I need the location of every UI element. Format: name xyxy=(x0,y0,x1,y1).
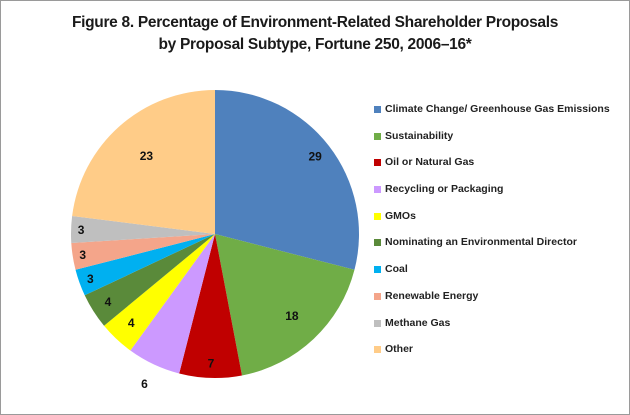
pie-slice-sustainability xyxy=(215,234,355,376)
legend-swatch xyxy=(374,106,381,113)
pie-slice-gmos xyxy=(104,234,215,351)
legend-label: Climate Change/ Greenhouse Gas Emissions xyxy=(385,103,610,115)
legend-label: GMOs xyxy=(385,209,416,222)
data-label: 3 xyxy=(79,248,86,262)
legend-swatch xyxy=(374,186,381,194)
legend-swatch xyxy=(374,239,381,247)
data-label: 4 xyxy=(105,295,112,309)
data-label: 3 xyxy=(78,223,85,237)
data-label: 29 xyxy=(308,149,322,163)
data-label: 7 xyxy=(208,357,215,371)
pie-slice-climate-change-greenhouse-gas-emissions xyxy=(215,90,360,270)
legend-item: Recycling or Packaging xyxy=(374,183,610,210)
legend-item: Other xyxy=(374,343,610,370)
legend-item: Coal xyxy=(374,263,610,290)
chart-legend: Climate Change/ Greenhouse Gas Emissions… xyxy=(374,103,610,370)
legend-swatch xyxy=(374,212,381,220)
legend-item: Methane Gas xyxy=(374,317,610,344)
data-label: 23 xyxy=(140,149,154,163)
pie-slice-nominating-an-environmental-director xyxy=(84,234,216,326)
legend-item: Renewable Energy xyxy=(374,290,610,317)
pie-slice-oil-or-natural-gas xyxy=(179,234,242,378)
legend-label: Other xyxy=(385,343,414,356)
chart-title-line1: Figure 8. Percentage of Environment-Rela… xyxy=(71,14,559,31)
legend-swatch xyxy=(374,346,381,354)
legend-swatch xyxy=(374,132,381,140)
pie-slice-coal xyxy=(75,234,216,296)
legend-swatch xyxy=(374,319,381,327)
legend-item: Climate Change/ Greenhouse Gas Emissions xyxy=(374,103,610,130)
data-label: 6 xyxy=(141,377,148,391)
legend-swatch xyxy=(374,266,381,274)
legend-item: GMOs xyxy=(374,210,610,237)
data-label: 4 xyxy=(128,316,135,330)
data-label: 18 xyxy=(285,309,299,323)
pie-slice-methane-gas xyxy=(71,215,215,244)
data-label: 3 xyxy=(87,272,94,286)
legend-item: Nominating an Environmental Director xyxy=(374,236,610,263)
legend-swatch xyxy=(374,159,381,167)
legend-label: Recycling or Packaging xyxy=(385,183,504,196)
pie-slice-renewable-energy xyxy=(71,234,215,270)
legend-label: Oil or Natural Gas xyxy=(385,156,475,169)
legend-label: Nominating an Environmental Director xyxy=(385,236,577,249)
pie-slice-other xyxy=(72,90,215,234)
legend-item: Oil or Natural Gas xyxy=(374,156,610,183)
legend-label: Coal xyxy=(385,263,408,276)
pie-slice-recycling-or-packaging xyxy=(130,234,215,374)
legend-label: Methane Gas xyxy=(385,316,451,329)
chart-title: Figure 8. Percentage of Environment-Rela… xyxy=(0,12,630,56)
legend-label: Renewable Energy xyxy=(385,289,479,302)
legend-label: Sustainability xyxy=(385,129,454,142)
legend-item: Sustainability xyxy=(374,130,610,157)
chart-subtitle: by Proposal Subtype, Fortune 250, 2006–1… xyxy=(158,36,472,53)
legend-swatch xyxy=(374,292,381,300)
